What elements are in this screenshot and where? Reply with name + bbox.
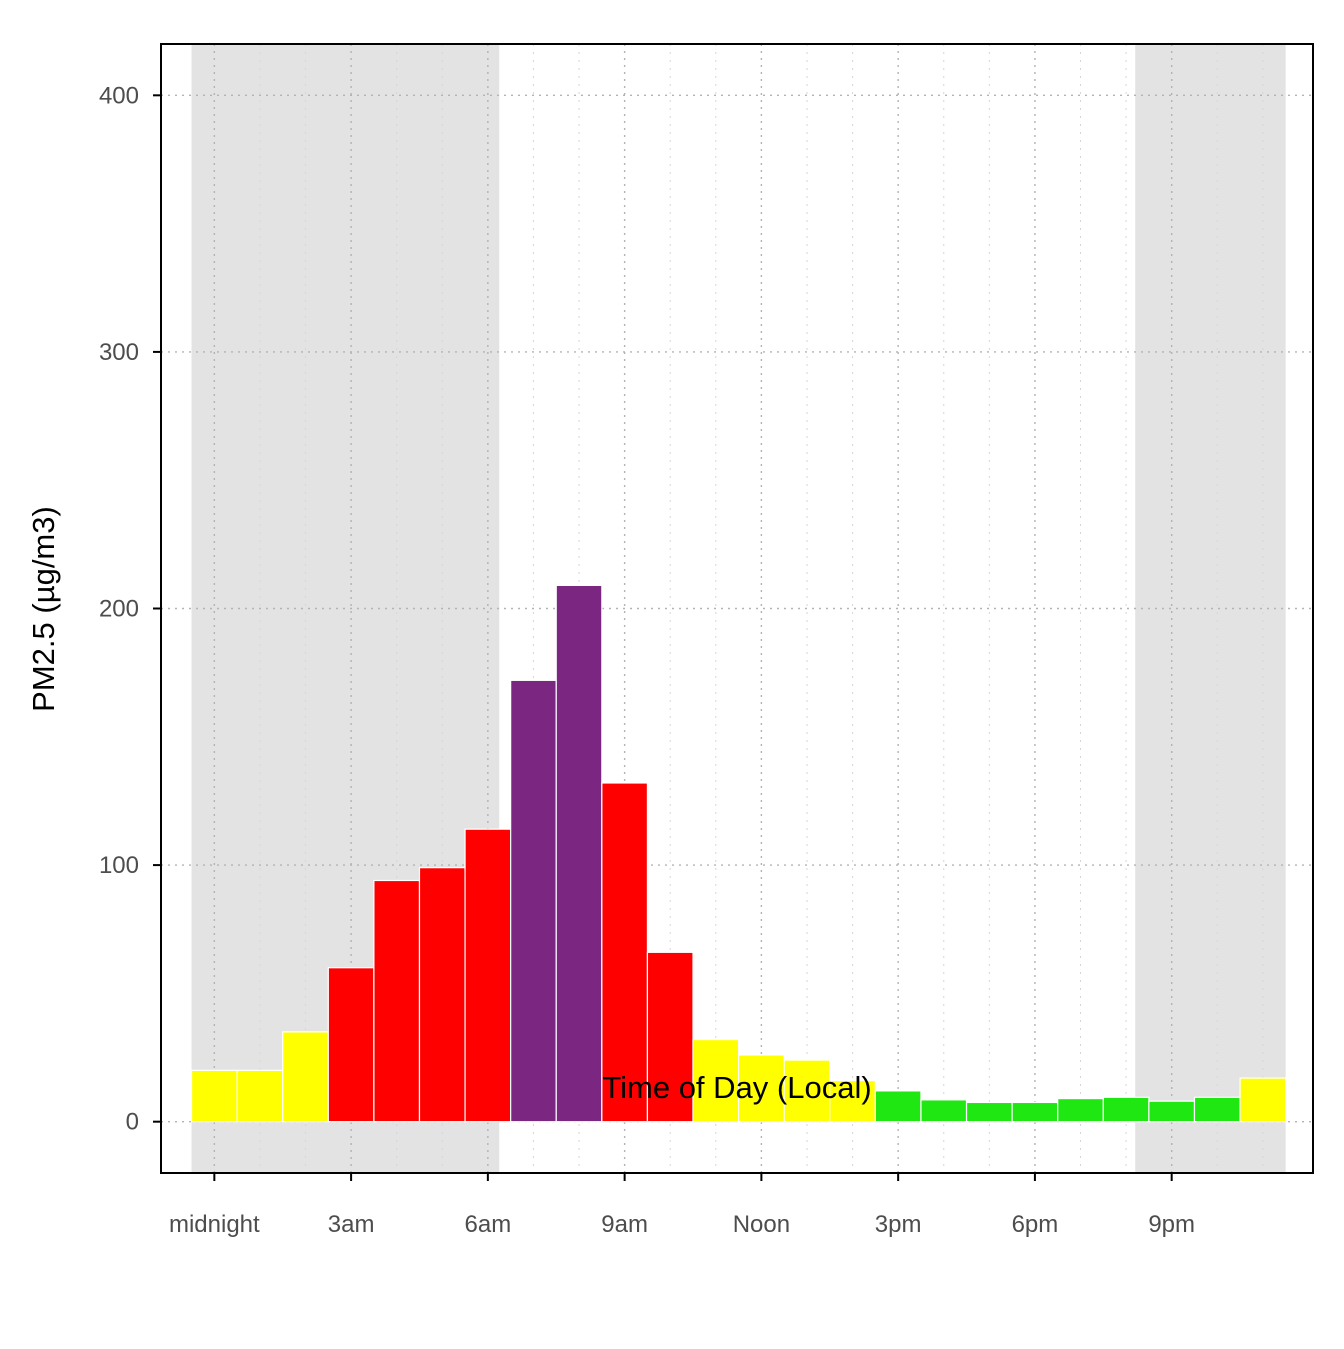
bar-hour-8: [555, 584, 603, 1123]
y-tick-label: 100: [99, 852, 139, 879]
bar-hour-0: [190, 1069, 238, 1123]
axis-layer: [153, 43, 1314, 1181]
bar-hour-1: [236, 1069, 284, 1123]
x-tick-label: midnight: [169, 1211, 260, 1238]
x-tick-label: Noon: [733, 1211, 790, 1238]
x-axis-title: Time of Day (Local): [602, 1070, 871, 1105]
bar-hour-3: [327, 967, 375, 1123]
x-tick-label: 6am: [465, 1211, 512, 1238]
bar-hour-16: [920, 1099, 968, 1123]
y-tick-label: 400: [99, 82, 139, 109]
x-tick-label: 3pm: [875, 1211, 922, 1238]
bar-hour-15: [874, 1090, 922, 1123]
y-axis-title: PM2.5 (µg/m3): [26, 506, 61, 712]
bar-hour-21: [1148, 1100, 1196, 1123]
bar-hour-9: [601, 782, 649, 1123]
bar-hour-22: [1193, 1096, 1241, 1123]
tick-labels-layer: 0 100 200 300 400 midnight 3am 6am 9am Noon 3pm 6pm…: [99, 82, 1195, 1238]
bar-hour-4: [373, 879, 421, 1123]
x-tick-label: 3am: [328, 1211, 375, 1238]
y-tick-label: 200: [99, 596, 139, 623]
bar-hour-5: [418, 867, 466, 1123]
bar-hour-20: [1102, 1096, 1150, 1123]
bar-hour-13: [783, 1059, 831, 1123]
bar-hour-11: [692, 1038, 740, 1123]
bar-hour-17: [965, 1101, 1013, 1123]
x-tick-label: 9am: [601, 1211, 648, 1238]
bar-hour-19: [1057, 1097, 1104, 1123]
bar-hour-23: [1239, 1077, 1287, 1123]
bar-hour-7: [510, 679, 557, 1123]
bar-hour-2: [282, 1031, 329, 1123]
y-tick-label: 0: [126, 1109, 139, 1136]
x-tick-label: 9pm: [1148, 1211, 1195, 1238]
bars-layer: [190, 584, 1287, 1123]
y-tick-label: 300: [99, 339, 139, 366]
bar-hour-14: [829, 1080, 876, 1123]
bar-hour-18: [1011, 1101, 1059, 1123]
bar-hour-10: [646, 951, 694, 1123]
x-tick-label: 6pm: [1012, 1211, 1059, 1238]
bar-hour-6: [464, 828, 512, 1123]
